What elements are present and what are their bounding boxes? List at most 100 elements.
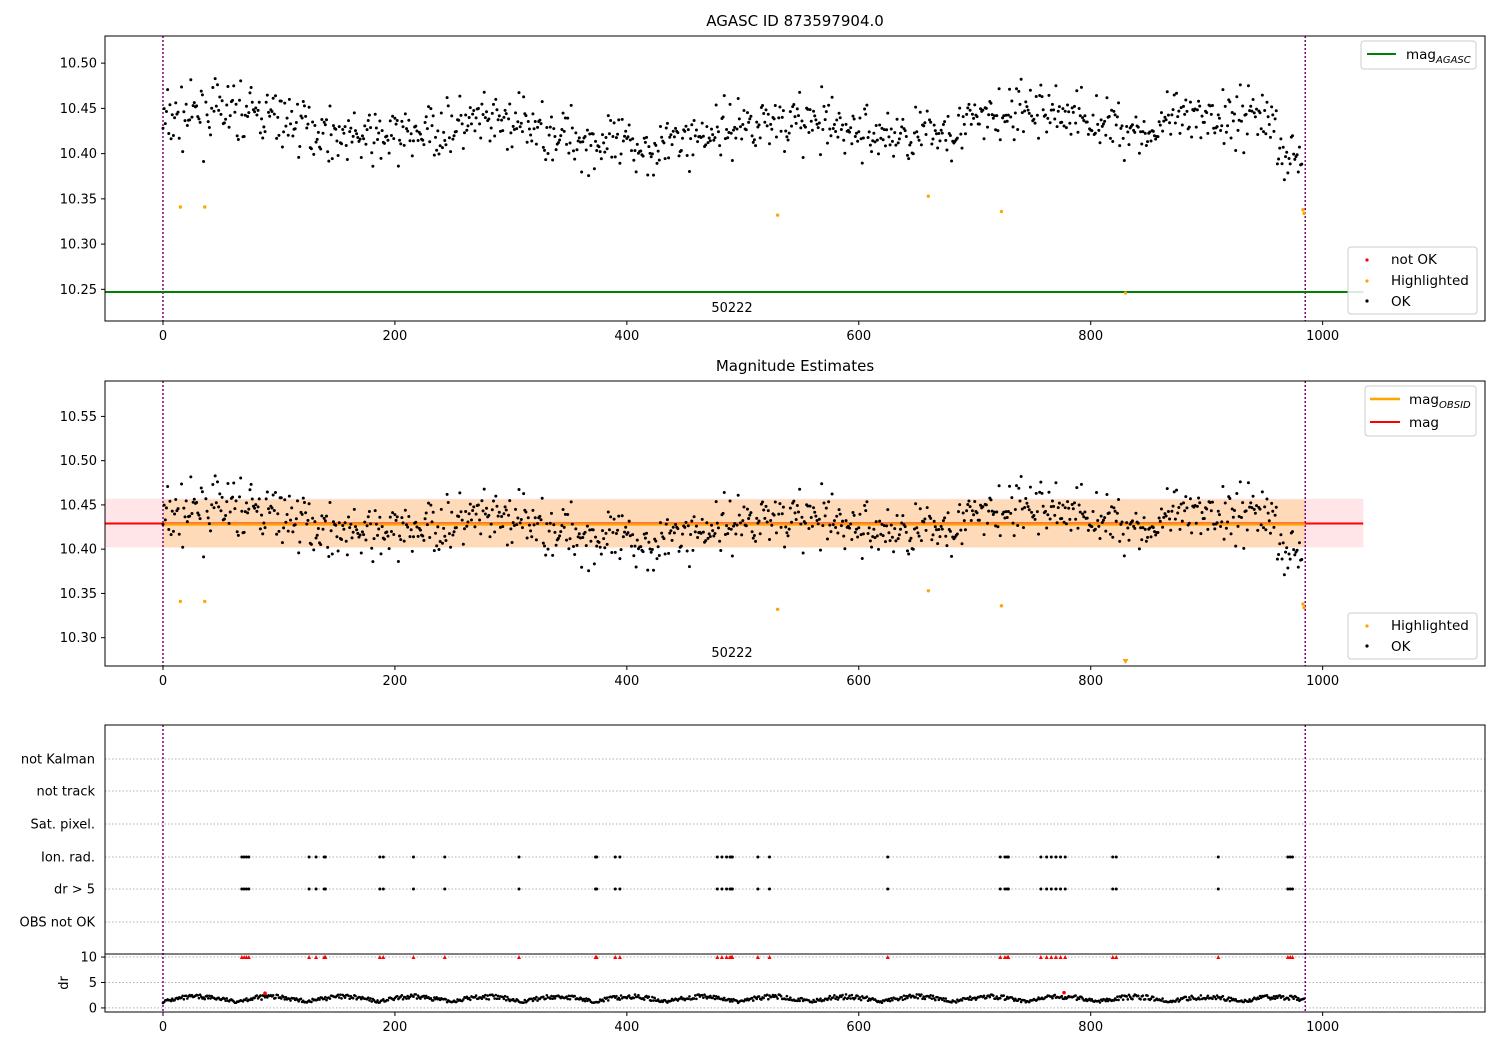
est-ok-point (958, 503, 962, 507)
agasc-ok-point (479, 136, 483, 140)
dr-point (203, 997, 207, 1001)
est-ok-point (253, 506, 257, 510)
est-ok-point (801, 551, 805, 555)
dr-point (973, 996, 977, 1000)
est-ok-point (222, 517, 226, 521)
est-ok-point (406, 525, 410, 529)
flag-marker (1216, 855, 1220, 859)
agasc-ok-point (977, 122, 981, 126)
est-ok-point (591, 528, 595, 532)
est-ok-point (511, 521, 515, 525)
dr-point (669, 999, 673, 1003)
dr-point (405, 997, 408, 1000)
est-ok-point (437, 548, 441, 552)
est-ok-point (541, 541, 545, 545)
est-ok-point (536, 521, 540, 525)
dr-point (995, 995, 999, 998)
est-ok-point (315, 533, 319, 537)
est-ok-point (979, 503, 983, 507)
agasc-ok-point (1104, 133, 1108, 137)
est-ok-point (1050, 499, 1054, 503)
agasc-ok-point (648, 151, 652, 155)
agasc-ok-point (1179, 106, 1183, 110)
agasc-ok-point (860, 161, 864, 165)
agasc-ok-point (990, 113, 994, 117)
agasc-ok-point (1177, 109, 1181, 113)
est-ok-point (1079, 482, 1083, 486)
agasc-ok-point (939, 128, 943, 132)
est-ok-point (783, 545, 787, 549)
agasc-ok-point (1237, 118, 1241, 122)
est-highlighted-point (1302, 605, 1306, 610)
agasc-ok-point (689, 137, 693, 141)
agasc-ok-point (1020, 111, 1024, 115)
est-ok-point (692, 515, 696, 519)
agasc-ok-point (460, 122, 464, 126)
est-ok-point (599, 552, 603, 556)
est-ok-point (598, 545, 602, 549)
est-ok-point (1008, 484, 1012, 488)
flag-marker (1111, 855, 1115, 859)
agasc-ok-point (290, 109, 294, 113)
agasc-ok-point (1226, 124, 1230, 128)
dr-point (836, 998, 840, 1001)
est-ok-point (712, 534, 716, 538)
est-ok-point (408, 535, 412, 539)
agasc-ok-point (1114, 123, 1118, 127)
agasc-ok-point (581, 140, 585, 144)
est-ok-point (264, 497, 268, 501)
est-ok-point (389, 529, 393, 533)
est-ok-point (371, 560, 375, 564)
agasc-ok-point (491, 102, 495, 106)
agasc-ok-point (271, 96, 275, 100)
agasc-ok-point (465, 128, 469, 132)
dr-point (566, 997, 570, 1001)
est-ok-point (565, 538, 569, 542)
agasc-ok-point (335, 139, 339, 143)
agasc-ok-point (511, 124, 515, 128)
est-ok-point (285, 512, 289, 516)
est-ok-legend-label: OK (1391, 639, 1412, 655)
est-ok-point (211, 483, 215, 487)
dr-point (184, 994, 188, 998)
est-ok-point (342, 527, 346, 531)
dr-point (197, 996, 201, 1000)
est-ok-point (1222, 537, 1226, 541)
est-ok-point (1005, 516, 1009, 520)
est-ok-point (301, 496, 305, 500)
est-ok-point (350, 536, 354, 540)
est-ok-point (987, 509, 991, 513)
est-ok-point (364, 538, 368, 542)
est-ok-point (1242, 546, 1246, 550)
est-ok-point (504, 508, 508, 512)
est-ok-point (1061, 503, 1065, 507)
agasc-ok-point (1028, 88, 1032, 92)
est-ok-point (294, 517, 298, 521)
est-ok-point (851, 510, 855, 514)
flag-marker (244, 855, 248, 859)
agasc-ok-point (905, 153, 909, 157)
agasc-ok-point (1281, 145, 1285, 149)
est-ok-point (662, 537, 666, 541)
dr-point (1234, 998, 1237, 1001)
agasc-ok-point (510, 145, 514, 149)
agasc-ok-point (599, 157, 603, 161)
dr-point (914, 995, 917, 999)
agasc-ok-point (1039, 83, 1043, 87)
agasc-ok-point (668, 135, 672, 139)
est-ok-point (796, 510, 800, 514)
agasc-ok-point (549, 115, 553, 119)
agasc-ytick-label: 10.45 (60, 102, 97, 117)
dr-point (1146, 994, 1149, 997)
agasc-ok-point (232, 84, 236, 88)
est-ok-point (1011, 521, 1015, 525)
dr-point (776, 997, 779, 1000)
agasc-ok-point (220, 99, 224, 103)
agasc-ok-point (824, 110, 828, 114)
dr-point (779, 994, 783, 998)
est-ok-point (1234, 544, 1238, 548)
agasc-ok-point (1049, 108, 1053, 112)
est-ok-point (764, 504, 768, 508)
est-ok-point (239, 476, 243, 480)
